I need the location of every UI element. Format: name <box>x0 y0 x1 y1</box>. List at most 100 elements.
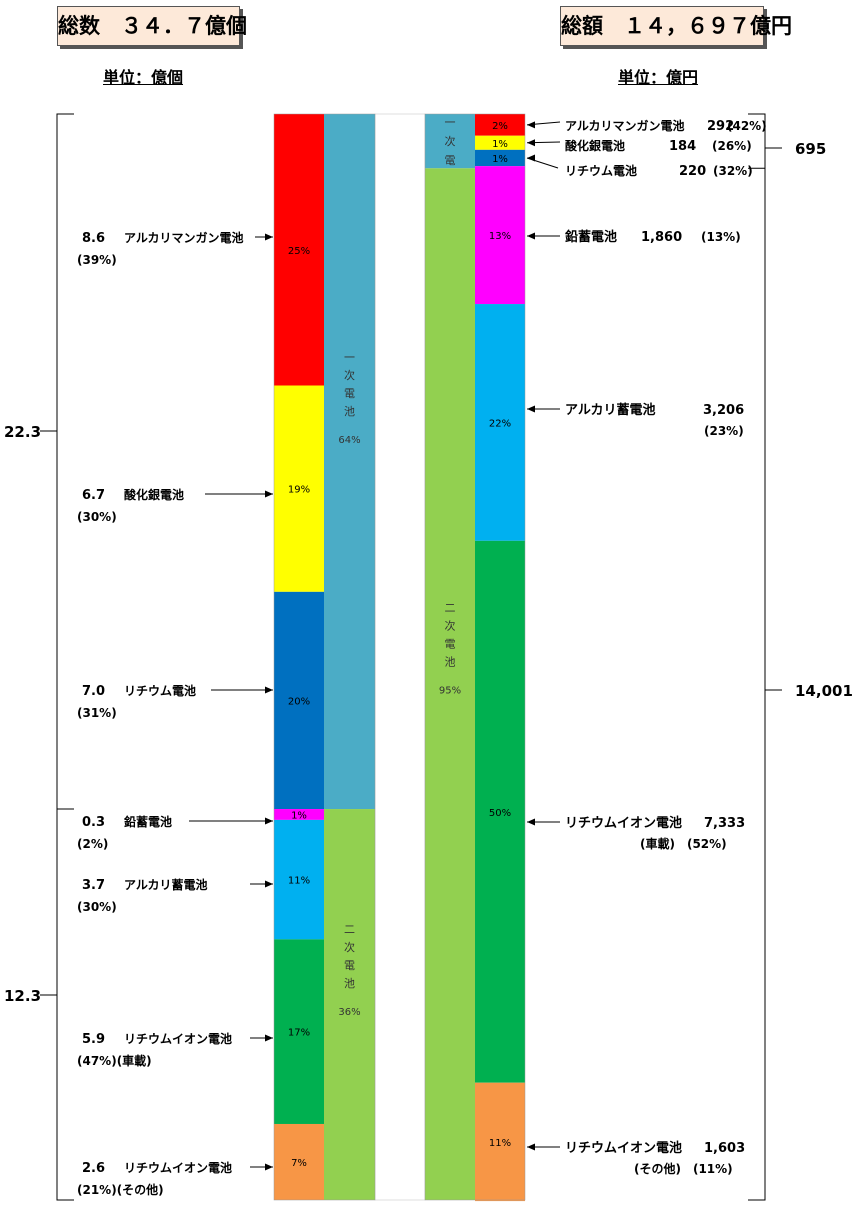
total-value-title: 総額 １４，６９７億円 <box>560 6 792 46</box>
quantity-sub-6: (21%)(その他) <box>77 1182 164 1197</box>
value-amount-3: 1,860 <box>641 230 682 245</box>
quantity-bar-segment-3 <box>274 809 324 820</box>
quantity-bar-segment-4 <box>274 819 324 940</box>
quantity-group-char-0-3: 池 <box>344 405 355 418</box>
value-name-3: 鉛蓄電池 <box>565 229 617 245</box>
value-group-char-1-1: 次 <box>445 619 456 633</box>
value-bar-pct-label-4: 22% <box>489 418 511 429</box>
quantity-sub-4: (30%) <box>77 900 117 914</box>
quantity-value-3: 0.3 <box>82 815 105 830</box>
value-sub-3: (13%) <box>701 230 741 244</box>
value-bar-outline <box>424 113 526 1201</box>
value-bar-pct-label-5: 50% <box>489 808 511 819</box>
quantity-group-char-0-0: 一 <box>344 351 355 364</box>
value-label-4-arrow-head <box>527 405 535 413</box>
value-group-char-1-3: 池 <box>445 656 456 669</box>
value-bar-segment-5 <box>475 540 525 1083</box>
quantity-bar-segment-6 <box>274 1123 324 1200</box>
value-label-5-arrow-head <box>527 818 535 826</box>
value-label-2-arrow-head <box>527 154 535 162</box>
chart-gap <box>374 113 426 1201</box>
quantity-bar-pct-label-1: 19% <box>288 485 310 496</box>
value-name-0: アルカリマンガン電池 <box>565 118 685 133</box>
value-amount-5: 7,333 <box>704 816 745 831</box>
quantity-bar-segment-2 <box>274 591 324 810</box>
quantity-sub-3: (2%) <box>77 837 108 851</box>
quantity-bracket <box>56 113 74 1201</box>
value-group-char-1-2: 電 <box>445 638 456 651</box>
quantity-name-5: リチウムイオン電池 <box>124 1031 232 1046</box>
quantity-group-char-1-1: 次 <box>344 940 355 954</box>
quantity-group-total-1: 12.3 <box>4 987 41 1005</box>
quantity-bar-pct-label-3: 1% <box>291 810 307 821</box>
quantity-label-3-arrow-head <box>265 817 273 825</box>
quantity-sub-5: (47%)(車載) <box>77 1053 152 1068</box>
value-group-bar-segment-1 <box>425 168 475 1200</box>
value-label-0-arrow-head <box>527 121 535 129</box>
value-amount-6: 1,603 <box>704 1141 745 1156</box>
quantity-group-char-0-2: 電 <box>344 387 355 400</box>
quantity-name-1: 酸化銀電池 <box>124 487 184 502</box>
quantity-bar-segment-0 <box>274 114 324 386</box>
value-bar-segment-3 <box>475 166 525 305</box>
quantity-label-1-arrow-head <box>265 490 273 498</box>
quantity-value-1: 6.7 <box>82 488 105 503</box>
quantity-sub-2: (31%) <box>77 706 117 720</box>
quantity-sub-0: (39%) <box>77 253 117 267</box>
total-quantity-title: 総数 ３４．７億個 <box>57 6 247 46</box>
quantity-group-char-0-1: 次 <box>344 368 355 382</box>
value-name-6: リチウムイオン電池 <box>565 1140 682 1156</box>
quantity-label-0-arrow-head <box>265 233 273 241</box>
quantity-unit-label: 単位：億個 <box>103 68 184 87</box>
value-sub-6: (その他) (11%) <box>634 1161 733 1176</box>
value-group-char-0-0: 一 <box>445 116 456 129</box>
quantity-label-5-arrow-head <box>265 1034 273 1042</box>
value-group-pct-label-1: 95% <box>439 686 461 697</box>
value-bar-segment-4 <box>475 304 525 541</box>
value-group-bar-segment-0 <box>425 114 475 169</box>
value-unit-label: 単位：億円 <box>618 68 699 87</box>
quantity-value-5: 5.9 <box>82 1032 105 1047</box>
value-bar-pct-label-6: 11% <box>489 1138 511 1149</box>
value-bar-segment-6 <box>475 1082 525 1202</box>
quantity-value-6: 2.6 <box>82 1161 105 1176</box>
quantity-group-pct-label-1: 36% <box>338 1007 360 1018</box>
value-bar-segment-2 <box>475 149 525 167</box>
value-bracket <box>748 113 766 1201</box>
value-bar-pct-label-2: 1% <box>492 154 508 165</box>
value-bar-pct-label-0: 2% <box>492 121 508 132</box>
quantity-group-char-1-3: 池 <box>344 977 355 990</box>
quantity-sub-1: (30%) <box>77 510 117 524</box>
value-sub-1: (26%) <box>712 139 752 153</box>
quantity-label-2-arrow-head <box>265 686 273 694</box>
value-sub-4: (23%) <box>704 424 744 438</box>
quantity-name-4: アルカリ蓄電池 <box>124 877 208 892</box>
quantity-bar-pct-label-6: 7% <box>291 1158 307 1169</box>
quantity-group-bar-segment-1 <box>324 809 375 1200</box>
quantity-name-0: アルカリマンガン電池 <box>124 230 244 245</box>
value-group-char-0-1: 次 <box>445 134 456 148</box>
quantity-label-6-arrow-head <box>265 1163 273 1171</box>
value-bar-pct-label-1: 1% <box>492 139 508 150</box>
value-sub-5: (車載) (52%) <box>640 836 727 851</box>
value-group-total-1: 14,001 <box>795 682 853 700</box>
quantity-group-bar-segment-0 <box>324 114 375 810</box>
value-amount-2: 220 <box>679 164 706 179</box>
value-bar-pct-label-3: 13% <box>489 231 511 242</box>
quantity-group-char-1-2: 電 <box>344 959 355 972</box>
quantity-name-2: リチウム電池 <box>124 683 196 698</box>
quantity-bar-pct-label-4: 11% <box>288 876 310 887</box>
quantity-bar-pct-label-5: 17% <box>288 1028 310 1039</box>
quantity-value-2: 7.0 <box>82 684 105 699</box>
quantity-bar-outline <box>273 113 376 1201</box>
value-bar-segment-1 <box>475 135 525 150</box>
value-amount-1: 184 <box>669 139 696 154</box>
value-name-2: リチウム電池 <box>565 163 637 178</box>
value-group-total-0: 695 <box>795 140 826 158</box>
value-label-6-arrow-head <box>527 1143 535 1151</box>
value-amount-4: 3,206 <box>703 403 744 418</box>
quantity-bar-segment-5 <box>274 939 324 1124</box>
value-name-4: アルカリ蓄電池 <box>565 402 655 418</box>
quantity-label-4-arrow-head <box>265 880 273 888</box>
